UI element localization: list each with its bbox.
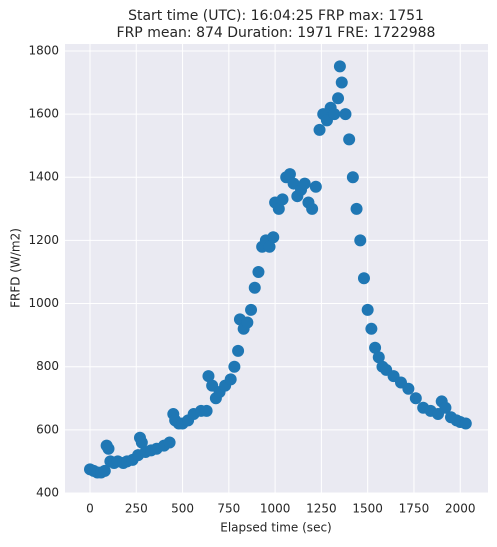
x-tick-label: 0 [86, 502, 94, 516]
y-tick-label: 400 [36, 486, 59, 500]
point [335, 76, 348, 89]
point [98, 464, 111, 477]
point [163, 436, 176, 449]
point [224, 373, 237, 386]
point [350, 202, 363, 215]
point [357, 272, 370, 285]
point [276, 193, 289, 206]
x-tick-label: 1500 [352, 502, 383, 516]
point [267, 231, 280, 244]
x-tick-label: 750 [217, 502, 240, 516]
point [263, 240, 276, 253]
point [298, 177, 311, 190]
point [102, 442, 115, 455]
point [252, 265, 265, 278]
point [332, 92, 345, 105]
point [232, 344, 245, 357]
point [309, 180, 322, 193]
y-axis-label: FRFD (W/m2) [9, 228, 23, 308]
y-tick-label: 1000 [28, 296, 59, 310]
plot-area [65, 44, 488, 493]
x-tick-label: 2000 [445, 502, 476, 516]
x-axis-label: Elapsed time (sec) [220, 521, 331, 535]
point [328, 108, 341, 121]
y-tick-label: 800 [36, 359, 59, 373]
point [459, 417, 472, 430]
point [228, 360, 241, 373]
point [372, 351, 385, 364]
point [343, 133, 356, 146]
point [354, 234, 367, 247]
point [202, 370, 215, 383]
point [369, 341, 382, 354]
point [402, 382, 415, 395]
point [365, 322, 378, 335]
chart-title: FRP mean: 874 Duration: 1971 FRE: 172298… [117, 25, 436, 41]
x-tick-label: 250 [125, 502, 148, 516]
point [409, 392, 422, 405]
point [245, 303, 258, 316]
point [283, 168, 296, 181]
y-tick-label: 1400 [28, 170, 59, 184]
x-tick-label: 500 [171, 502, 194, 516]
point [272, 202, 285, 215]
y-tick-label: 1200 [28, 233, 59, 247]
point [313, 123, 326, 136]
point [306, 202, 319, 215]
chart-title: Start time (UTC): 16:04:25 FRP max: 1751 [128, 8, 424, 24]
point [135, 436, 148, 449]
point [346, 171, 359, 184]
y-tick-label: 1600 [28, 107, 59, 121]
point [361, 303, 374, 316]
y-tick-label: 1800 [28, 43, 59, 57]
point [241, 316, 254, 329]
x-tick-label: 1250 [306, 502, 337, 516]
x-tick-label: 1750 [399, 502, 430, 516]
point [439, 401, 452, 414]
point [248, 281, 261, 294]
point [333, 60, 346, 73]
y-tick-label: 600 [36, 422, 59, 436]
point [339, 108, 352, 121]
x-tick-label: 1000 [260, 502, 291, 516]
point [200, 404, 213, 417]
